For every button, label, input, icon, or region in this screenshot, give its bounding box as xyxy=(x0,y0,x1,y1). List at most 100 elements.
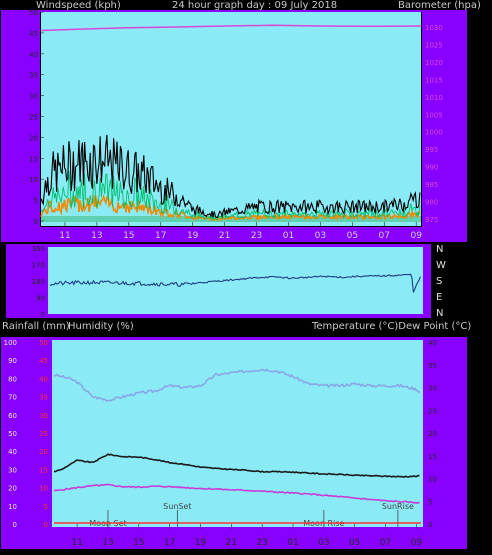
humidity-tick-label: 40 xyxy=(8,448,17,456)
sunrise-label: SunRise xyxy=(382,502,414,511)
rainfall-tick-label: 15 xyxy=(39,466,48,474)
windspeed-tick-label: 0 xyxy=(34,218,38,226)
time-tick-label: 23 xyxy=(251,231,262,241)
compass-label: N xyxy=(436,244,443,255)
humidity-tick-label: 80 xyxy=(8,375,17,383)
barometer-tick-label: 1015 xyxy=(425,76,443,84)
direction-tick-label: 360 xyxy=(32,245,45,253)
time-tick-label: 09 xyxy=(410,231,422,241)
compass-label: E xyxy=(436,292,442,303)
direction-tick-label: 0 xyxy=(41,311,45,319)
humidity-tick-label: 20 xyxy=(8,485,17,493)
temperature-dewpoint-axis-title: Temperature (°C)Dew Point (°C) xyxy=(312,321,472,332)
temperature-series xyxy=(53,453,420,478)
wind-top-frame xyxy=(1,10,467,12)
rainfall-tick-label: 20 xyxy=(39,448,48,456)
direction-plot-area xyxy=(48,247,423,314)
wind-gust-series xyxy=(40,134,421,219)
rainfall-tick-label: 45 xyxy=(39,357,48,365)
time-tick-label: 17 xyxy=(155,231,166,241)
humidity-tick-label: 50 xyxy=(8,430,17,438)
time-tick-label: 13 xyxy=(91,231,102,241)
humidity-tick-label: 60 xyxy=(8,412,17,420)
rainfall-tick-label: 25 xyxy=(39,430,48,438)
barometer-tick-label: 995 xyxy=(425,146,438,154)
barometer-tick-label: 975 xyxy=(425,216,438,224)
barometer-series xyxy=(40,24,422,32)
temperature-tick-label: 0 xyxy=(428,521,432,529)
wind-bottom-frame xyxy=(1,227,467,242)
barometer-tick-label: 980 xyxy=(425,199,438,207)
windspeed-tick-label: 35 xyxy=(29,72,38,80)
temperature-tick-label: 25 xyxy=(428,407,437,415)
humidity-axis-title: Humidity (%) xyxy=(68,321,134,332)
windspeed-axis-title: Windspeed (kph) xyxy=(36,0,121,11)
humidity-tick-label: 0 xyxy=(13,521,17,529)
direction-tick-label: 90 xyxy=(36,295,45,303)
compass-label: W xyxy=(436,260,446,271)
time-tick-label: 03 xyxy=(318,538,329,548)
windspeed-tick-label: 10 xyxy=(29,176,38,184)
direction-tick-label: 270 xyxy=(32,262,45,270)
time-tick-label: 13 xyxy=(102,538,113,548)
graph-title: 24 hour graph day : 09 July 2018 xyxy=(172,0,338,11)
time-tick-label: 19 xyxy=(187,231,199,241)
time-tick-label: 21 xyxy=(219,231,230,241)
temperature-tick-label: 20 xyxy=(428,430,437,438)
windspeed-tick-label: 5 xyxy=(34,197,38,205)
barometer-tick-label: 1020 xyxy=(425,59,443,67)
rainfall-tick-label: 0 xyxy=(44,521,48,529)
barometer-tick-label: 990 xyxy=(425,164,438,172)
temperature-tick-label: 35 xyxy=(428,362,437,370)
barometer-tick-label: 1025 xyxy=(425,41,443,49)
rainfall-tick-label: 35 xyxy=(39,394,48,402)
humidity-tick-label: 100 xyxy=(4,339,17,347)
barometer-tick-label: 1010 xyxy=(425,94,443,102)
wind-plot-area xyxy=(41,12,421,226)
windspeed-tick-label: 20 xyxy=(29,134,38,142)
temperature-tick-label: 30 xyxy=(428,385,437,393)
temperature-tick-label: 15 xyxy=(428,453,437,461)
barometer-axis-title: Barometer (hpa) xyxy=(398,0,481,11)
time-tick-label: 05 xyxy=(349,538,360,548)
barometer-tick-label: 1030 xyxy=(425,24,443,32)
humidity-tick-label: 10 xyxy=(8,503,17,511)
windspeed-tick-label: 45 xyxy=(29,30,38,38)
windspeed-tick-label: 40 xyxy=(29,51,38,59)
humidity-tick-label: 70 xyxy=(8,394,17,402)
time-tick-label: 01 xyxy=(287,538,298,548)
temperature-tick-label: 5 xyxy=(428,498,432,506)
rainfall-tick-label: 5 xyxy=(44,503,48,511)
sunset-label: SunSet xyxy=(163,502,191,511)
compass-label: N xyxy=(436,308,443,319)
time-tick-label: 23 xyxy=(256,538,267,548)
rainfall-tick-label: 30 xyxy=(39,412,48,420)
time-tick-label: 07 xyxy=(379,231,390,241)
time-tick-label: 05 xyxy=(347,231,358,241)
windspeed-tick-label: 30 xyxy=(29,93,38,101)
wind-right-frame xyxy=(422,10,467,242)
time-tick-label: 07 xyxy=(380,538,391,548)
time-tick-label: 21 xyxy=(226,538,237,548)
windspeed-tick-label: 50 xyxy=(29,9,38,17)
time-tick-label: 15 xyxy=(133,538,144,548)
rainfall-axis-title: Rainfall (mm) xyxy=(2,321,70,332)
wind-speed-series xyxy=(40,170,421,221)
temperature-tick-label: 10 xyxy=(428,476,437,484)
humidity-tick-label: 90 xyxy=(8,357,17,365)
time-tick-label: 11 xyxy=(71,538,82,548)
rainfall-tick-label: 10 xyxy=(39,485,48,493)
time-tick-label: 15 xyxy=(123,231,134,241)
humidity-series xyxy=(53,368,421,403)
dewpoint-series xyxy=(53,483,420,504)
barometer-tick-label: 1005 xyxy=(425,111,443,119)
humidity-tick-label: 30 xyxy=(8,466,17,474)
time-tick-label: 09 xyxy=(411,538,423,548)
time-tick-label: 19 xyxy=(195,538,207,548)
windspeed-tick-label: 15 xyxy=(29,155,38,163)
rainfall-tick-label: 50 xyxy=(39,339,48,347)
time-tick-label: 01 xyxy=(283,231,294,241)
time-tick-label: 11 xyxy=(59,231,70,241)
